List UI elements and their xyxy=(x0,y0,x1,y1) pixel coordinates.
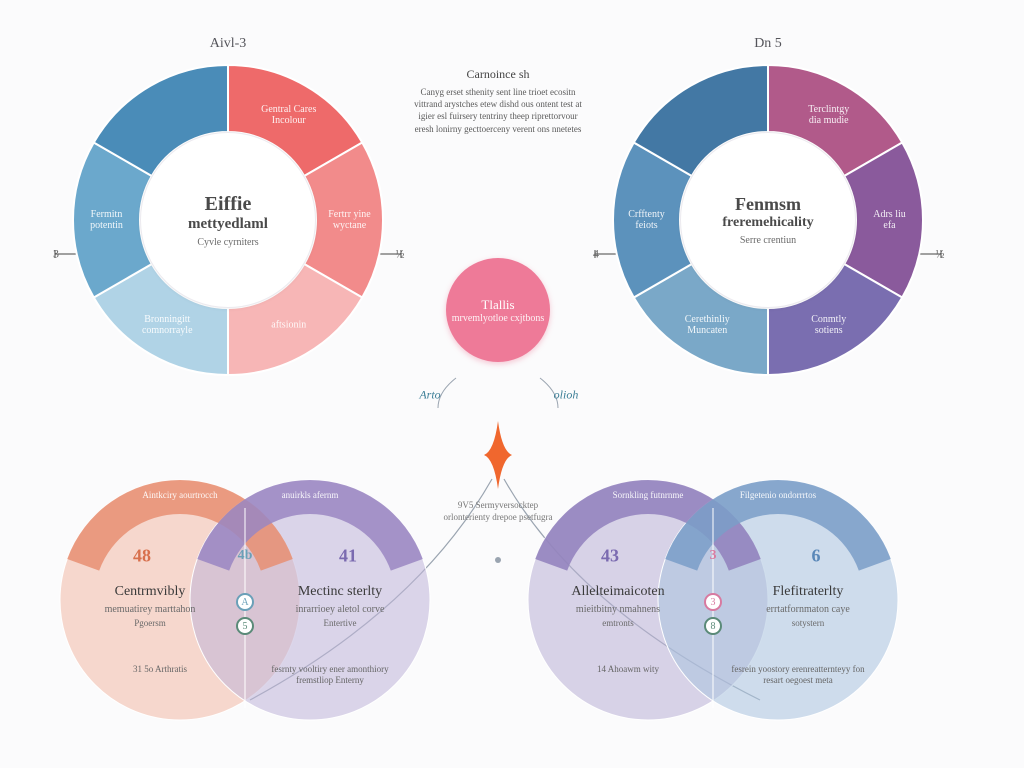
venn-text: Mectinc sterlty xyxy=(265,584,415,600)
venn-center-dot: 8 xyxy=(704,617,722,635)
venn-text: errtatfornmaton caye xyxy=(733,604,883,615)
donut-right-center: Fenmsm freremehicality Serre crentiun xyxy=(680,132,856,308)
venn-text: Centrmvibly xyxy=(75,584,225,600)
donut-left-sub: Cyvle cyrniters xyxy=(197,237,258,248)
venn-text: 31 5o Arthratis xyxy=(90,664,230,675)
venn-text: inrarrioey aletol corve xyxy=(265,604,415,615)
venn-text: Aintkciry aourtrocch xyxy=(120,490,240,501)
venn-center-dot: A xyxy=(236,593,254,611)
venn-text: Flefitraterlty xyxy=(733,584,883,600)
venn-text: Filgetenio ondorrrtos xyxy=(718,490,838,501)
venn-text: anuirkls afernm xyxy=(250,490,370,501)
donut-right-sub: Serre crentiun xyxy=(740,235,796,246)
venn-center-dot: 5 xyxy=(236,617,254,635)
pink-circle-title: Tlallis xyxy=(481,297,514,313)
venn-text: memuatirey marttahon xyxy=(75,604,225,615)
venn-center-dot: 3 xyxy=(704,593,722,611)
venn-text: 3 xyxy=(710,548,717,564)
donut-right-title1: Fenmsm xyxy=(735,194,801,215)
venn-text: Sornkling futnrnme xyxy=(588,490,708,501)
venn-text: mieitbitny nmahnens xyxy=(543,604,693,615)
donut-left-center: Eiffie mettyedlaml Cyvle cyrniters xyxy=(140,132,316,308)
donut-right-tick-r: ½ xyxy=(936,247,945,262)
donut-right-tick-l: 4 xyxy=(593,247,599,262)
center-pink-circle: Tlallis mrvemlyotloe cxjtbons xyxy=(446,258,550,362)
donut-left-title2: mettyedlaml xyxy=(188,216,268,233)
center-description-body: Canyg erset sthenity sent line trioet ec… xyxy=(408,86,588,135)
venn-text: Entertive xyxy=(265,618,415,628)
venn-text: emtronts xyxy=(543,618,693,628)
venn-text: 4b xyxy=(238,548,253,564)
donut-left-tick-r: ½ xyxy=(396,247,405,262)
mini-label-right: olioh xyxy=(554,388,579,403)
venn-text: sotystern xyxy=(733,618,883,628)
pink-circle-sub: mrvemlyotloe cxjtbons xyxy=(452,313,545,324)
donut-left-title1: Eiffie xyxy=(205,193,252,216)
diamond-caption: 9V5 Sermyversocktep orlonterienty drepoe… xyxy=(438,500,558,523)
venn-text: 41 xyxy=(339,546,357,567)
center-description-heading: Carnoince sh xyxy=(408,66,588,82)
donut-right-title2: freremehicality xyxy=(722,215,813,231)
center-description: Carnoince sh Canyg erset sthenity sent l… xyxy=(408,66,588,135)
mini-label-left: Arto xyxy=(419,388,440,403)
donut-left-tick-l: 3 xyxy=(53,247,59,262)
venn-text: 14 Ahoawm wity xyxy=(558,664,698,675)
venn-text: Pgoersm xyxy=(75,618,225,628)
venn-text: 48 xyxy=(133,546,151,567)
venn-text: fesrein yoostory erenreatternteyy fon re… xyxy=(728,664,868,686)
venn-text: 6 xyxy=(812,546,821,567)
venn-text: 43 xyxy=(601,546,619,567)
venn-text: Allelteimaicoten xyxy=(543,584,693,600)
venn-text: fesrnty vooltiry ener amonthiory fremstl… xyxy=(260,664,400,686)
infographic-canvas: Aivl-3 Dn 5 Eiffie mettyedlaml Cyvle cyr… xyxy=(0,0,1024,768)
